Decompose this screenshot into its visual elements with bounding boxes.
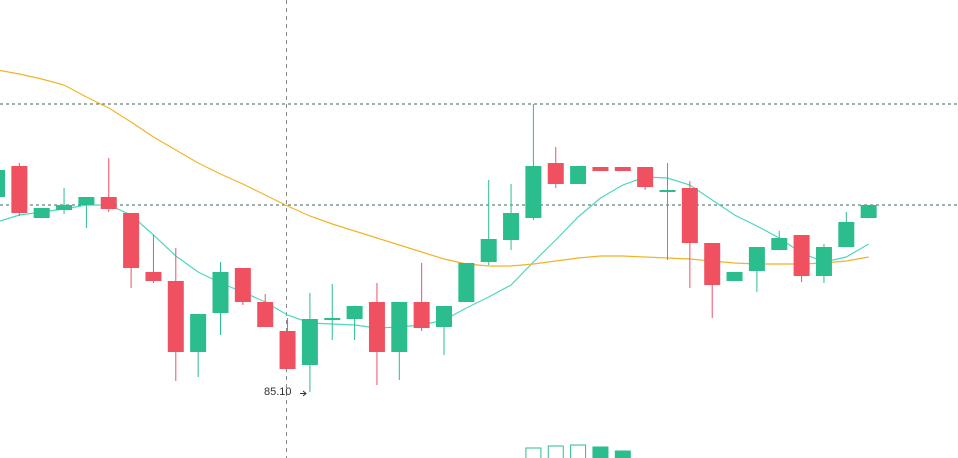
volume-bar: [547, 445, 564, 458]
candle-body: [458, 263, 475, 302]
candle-body: [815, 247, 832, 276]
candle-body: [279, 331, 296, 369]
candle-body: [704, 243, 721, 285]
candle-body: [726, 272, 743, 281]
candle-body: [11, 166, 28, 213]
candle-body: [592, 167, 609, 171]
candle-body: [570, 166, 587, 184]
candle-body: [234, 268, 251, 302]
candle-body: [659, 190, 676, 192]
candle-body: [391, 302, 408, 352]
volume-bar: [570, 444, 587, 458]
candle-body: [368, 302, 385, 352]
volume-bar: [525, 447, 542, 458]
candle-body: [547, 163, 564, 184]
candle-body: [167, 281, 184, 352]
moving-average: [0, 69, 869, 267]
annotation-arrow: [300, 390, 307, 397]
candle-body: [324, 318, 341, 320]
volume-bar: [614, 450, 631, 458]
candle-body: [860, 205, 877, 218]
volume-layer: [525, 444, 631, 458]
candle-body: [100, 197, 117, 209]
candle-body: [0, 170, 5, 197]
candle-body: [123, 213, 140, 268]
candle-body: [56, 205, 73, 210]
candle-body: [257, 302, 274, 327]
candle-body: [190, 314, 207, 352]
candle-body: [301, 319, 318, 365]
candle-layer: [0, 104, 877, 392]
candle-body: [346, 306, 363, 319]
candle-body: [748, 247, 765, 271]
candle-body: [838, 222, 855, 247]
candle-body: [78, 197, 95, 205]
candle-body: [436, 306, 452, 327]
candle-body: [614, 167, 631, 171]
candle-body: [145, 272, 162, 281]
candle-body: [793, 235, 810, 276]
candle-body: [525, 166, 542, 218]
ma-layer: [0, 69, 869, 329]
candle-body: [413, 302, 430, 328]
candle-body: [637, 167, 654, 187]
candle-body: [33, 208, 50, 218]
candle-body: [503, 213, 520, 240]
low-annotation: 85.10: [264, 386, 292, 398]
candle-body: [480, 239, 497, 262]
candle-body: [212, 272, 229, 313]
candle-body: [771, 238, 788, 250]
candle-body: [681, 188, 698, 243]
volume-bar: [592, 446, 609, 458]
moving-average: [0, 176, 869, 329]
